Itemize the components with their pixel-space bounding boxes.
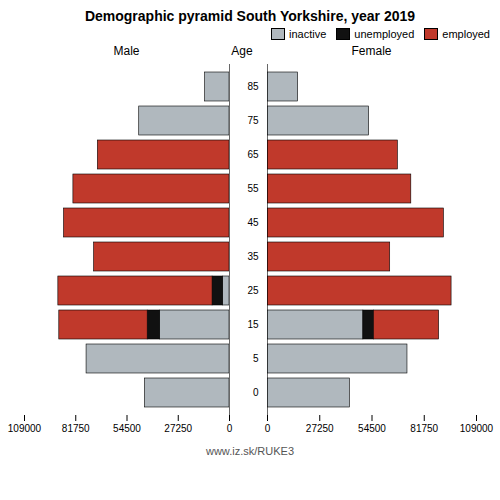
- svg-text:54500: 54500: [113, 423, 141, 434]
- html-text:unemployed: unemployed: [354, 28, 415, 40]
- svg-text:27250: 27250: [306, 423, 334, 434]
- html-text:Age: Age: [231, 44, 253, 58]
- html-text:Male: Male: [113, 44, 140, 58]
- svg-text:85: 85: [247, 81, 259, 92]
- svg-text:27250: 27250: [164, 423, 192, 434]
- svg-text:25: 25: [247, 285, 259, 296]
- svg-text:55: 55: [247, 183, 259, 194]
- svg-text:109000: 109000: [8, 423, 42, 434]
- svg-text:0: 0: [227, 423, 233, 434]
- svg-text:75: 75: [247, 115, 259, 126]
- html-text:inactive: inactive: [289, 28, 327, 40]
- svg-text:0: 0: [253, 387, 259, 398]
- html-text:Female: Female: [351, 44, 392, 58]
- svg-text:5: 5: [253, 353, 259, 364]
- svg-text:45: 45: [247, 217, 259, 228]
- html-text:employed: employed: [442, 28, 490, 40]
- svg-text:81750: 81750: [62, 423, 90, 434]
- svg-text:35: 35: [247, 251, 259, 262]
- svg-text:109000: 109000: [460, 423, 494, 434]
- svg-text:54500: 54500: [358, 423, 386, 434]
- html-text:www.iz.sk/RUKE3: www.iz.sk/RUKE3: [206, 445, 294, 457]
- svg-text:65: 65: [247, 149, 259, 160]
- svg-text:81750: 81750: [410, 423, 438, 434]
- svg-text:0: 0: [265, 423, 271, 434]
- svg-text:15: 15: [247, 319, 259, 330]
- html-text:Demographic pyramid South York: Demographic pyramid South Yorkshire, yea…: [84, 8, 416, 24]
